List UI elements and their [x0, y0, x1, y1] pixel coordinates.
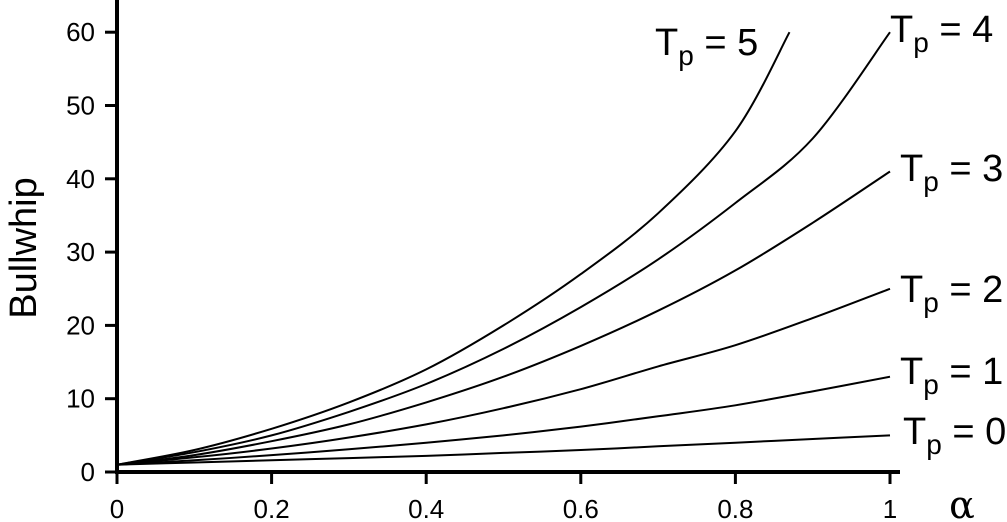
series-line-tp-0 — [116, 434, 891, 466]
series-line-tp-3 — [116, 170, 891, 466]
x-tick-label: 0.6 — [563, 494, 599, 522]
y-tick-label: 20 — [66, 310, 95, 340]
x-axis-title: α — [949, 483, 975, 522]
series-layer — [116, 31, 891, 466]
series-line-tp-5 — [116, 31, 791, 466]
series-line-tp-4 — [116, 31, 891, 466]
x-tick-label: 0.4 — [408, 494, 444, 522]
y-tick-label: 0 — [81, 457, 95, 487]
y-tick-label: 30 — [66, 237, 95, 267]
x-tick-label: 0.2 — [254, 494, 290, 522]
labels-layer: Tp = 0 Tp = 1 Tp = 2 Tp = 3 Tp = 4 Tp = 5 — [655, 9, 1006, 460]
series-line-tp-2 — [116, 287, 891, 466]
y-tick-label: 10 — [66, 384, 95, 414]
series-label-tp-0: Tp = 0 — [903, 411, 1006, 460]
x-tick-label: 0.8 — [717, 494, 753, 522]
series-label-tp-1: Tp = 1 — [900, 351, 1003, 400]
series-label-tp-2: Tp = 2 — [900, 269, 1003, 318]
series-line-tp-1 — [116, 375, 891, 466]
x-tick-label: 0 — [110, 494, 124, 522]
y-tick-label: 60 — [66, 17, 95, 47]
series-label-tp-4: Tp = 4 — [890, 9, 993, 58]
y-tick-label: 50 — [66, 91, 95, 121]
axes: 0 10 20 30 40 50 60 0 0.2 0.4 0.6 0.8 1 Bullwhip α — [3, 0, 975, 522]
y-axis-title: Bullwhip — [3, 177, 45, 319]
series-label-tp-5: Tp = 5 — [655, 22, 758, 71]
x-tick-label: 1 — [883, 494, 897, 522]
series-label-tp-3: Tp = 3 — [900, 148, 1003, 197]
y-tick-label: 40 — [66, 164, 95, 194]
